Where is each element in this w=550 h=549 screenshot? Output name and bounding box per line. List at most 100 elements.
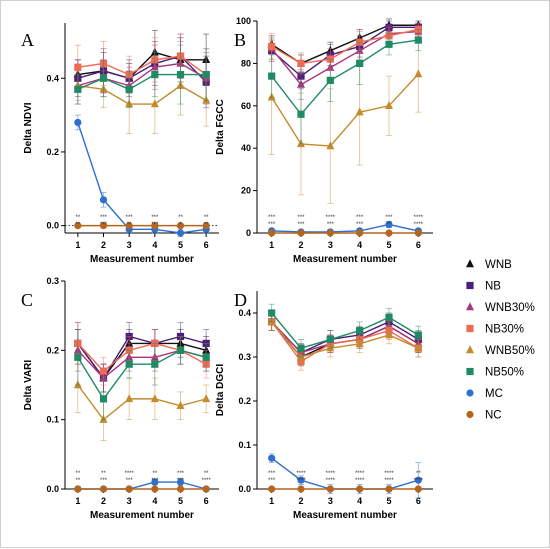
- series-line: [77, 84, 207, 105]
- y-tick-label: 0.0: [238, 484, 251, 494]
- data-point: [125, 485, 133, 493]
- y-tick-label: 0: [246, 228, 251, 238]
- data-point: [414, 331, 422, 339]
- y-tick-label: 0.3: [238, 352, 251, 362]
- data-point: [326, 485, 334, 493]
- significance-mark: ***: [126, 215, 134, 221]
- series-mc: [74, 114, 210, 238]
- series-line: [77, 73, 207, 91]
- significance-mark: **: [101, 471, 106, 477]
- data-point: [297, 344, 305, 352]
- data-point: [268, 229, 276, 237]
- data-point: [74, 85, 82, 93]
- significance-mark: ****: [414, 222, 424, 228]
- panel-a: A 0.0 0.2 0.4 1 2 3 4 5 6 Measurement number Delta …: [21, 23, 219, 265]
- series-nb: [74, 33, 210, 109]
- significance-mark: ***: [356, 222, 364, 228]
- x-tick-label: 5: [178, 496, 183, 506]
- data-point: [202, 222, 210, 230]
- significance-mark: **: [204, 222, 209, 228]
- x-axis-label: Measurement number: [90, 510, 194, 521]
- significance-mark: ****: [124, 471, 134, 477]
- series-nb50pct: [74, 329, 210, 421]
- data-point: [356, 229, 364, 237]
- data-point: [297, 485, 305, 493]
- panel-letter: A: [21, 30, 34, 50]
- data-point: [74, 353, 82, 361]
- series-nb30pct: [74, 322, 210, 386]
- data-point: [385, 220, 393, 229]
- data-point: [99, 395, 108, 403]
- significance-mark: ****: [414, 478, 424, 484]
- y-tick-label: 0.1: [238, 440, 251, 450]
- data-point: [356, 327, 364, 335]
- legend-label-nb: NB: [485, 281, 501, 293]
- data-point: [99, 367, 108, 375]
- data-point: [176, 222, 185, 230]
- data-point: [414, 343, 423, 352]
- x-axis-label: Measurement number: [90, 254, 194, 265]
- significance-mark: ***: [268, 222, 276, 228]
- x-tick-label: 4: [152, 496, 157, 506]
- series-line: [77, 342, 207, 380]
- y-axis-label: Delta VARI: [23, 360, 34, 411]
- data-point: [414, 36, 422, 44]
- x-tick-label: 5: [386, 496, 391, 506]
- x-tick-label: 4: [357, 240, 362, 250]
- series-line: [271, 39, 419, 116]
- data-point: [385, 101, 393, 109]
- y-tick-label: 100: [236, 16, 251, 26]
- x-tick-label: 6: [416, 496, 421, 506]
- series-wnb50pct: [73, 356, 211, 441]
- x-tick-label: 6: [416, 240, 421, 250]
- data-point: [385, 229, 393, 237]
- y-tick-label: 40: [241, 143, 251, 153]
- series-line: [77, 55, 207, 76]
- panel-letter: C: [21, 290, 33, 310]
- data-point: [99, 222, 108, 230]
- series-nc: [268, 485, 422, 493]
- significance-mark: ****: [384, 471, 394, 477]
- significance-mark: ****: [355, 478, 365, 484]
- data-point: [414, 69, 423, 78]
- data-point: [414, 229, 422, 237]
- data-point: [99, 74, 108, 82]
- data-point: [326, 141, 335, 150]
- x-tick-label: 1: [75, 496, 80, 506]
- legend-marker: [466, 345, 474, 354]
- significance-mark: ***: [100, 215, 108, 221]
- significance-mark: **: [178, 215, 183, 221]
- legend-label-mc: MC: [485, 388, 503, 400]
- significance-mark: ***: [268, 215, 276, 221]
- y-tick-label: 0.3: [46, 276, 59, 286]
- data-point: [176, 70, 185, 79]
- series-wnb: [73, 29, 211, 94]
- data-point: [326, 335, 334, 343]
- significance-mark: ***: [356, 215, 364, 221]
- series-nb50pct: [268, 29, 422, 145]
- data-point: [99, 485, 108, 493]
- y-tick-label: 0.4: [238, 308, 251, 318]
- significance-mark: ****: [355, 471, 365, 477]
- series-line: [77, 481, 207, 490]
- data-point: [202, 70, 210, 79]
- significance-mark: ***: [151, 222, 159, 228]
- significance-mark: ***: [385, 215, 393, 221]
- series-mc: [74, 478, 210, 493]
- legend-marker: [466, 389, 474, 397]
- series-nb50pct: [74, 44, 210, 109]
- significance-mark: ****: [384, 478, 394, 484]
- y-axis-label: Delta NDVI: [23, 102, 34, 153]
- data-point: [176, 229, 185, 237]
- significance-mark: **: [152, 471, 157, 477]
- x-tick-label: 6: [204, 240, 209, 250]
- data-point: [355, 339, 364, 347]
- series-line: [271, 312, 419, 350]
- data-point: [151, 70, 159, 79]
- x-tick-label: 2: [101, 496, 106, 506]
- panel-b: B 0 20 40 60 80 100 1 2 3 4 5 6 Measurement number Del…: [215, 16, 433, 265]
- data-point: [74, 118, 82, 127]
- y-tick-label: 0.2: [46, 147, 59, 157]
- series-line: [77, 342, 207, 373]
